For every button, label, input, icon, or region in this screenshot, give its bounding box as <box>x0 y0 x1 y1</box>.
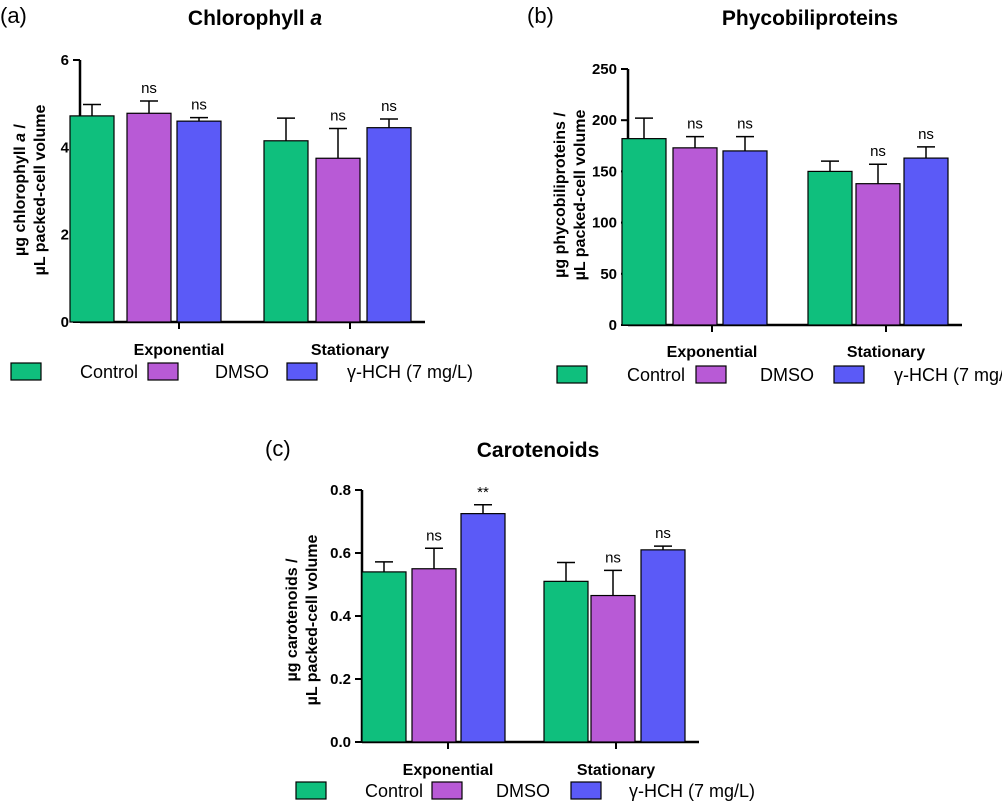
significance-label: ns <box>918 126 934 143</box>
y-tick-label: 250 <box>592 61 617 78</box>
y-tick-label: 0.6 <box>330 545 351 562</box>
x-category-label: Stationary <box>311 342 389 359</box>
y-axis-label-part: a <box>12 133 29 142</box>
bar <box>366 127 412 323</box>
significance-label: ** <box>477 484 489 501</box>
legend-label: DMSO <box>760 365 814 385</box>
significance-label: ns <box>655 525 671 542</box>
chart-title-part: Carotenoids <box>477 439 600 462</box>
chart-title-part: Chlorophyll <box>188 7 311 30</box>
bar <box>69 115 115 323</box>
y-axis-label-part: µL packed-cell volume <box>304 535 321 706</box>
y-tick-label: 0.4 <box>330 608 352 625</box>
legend-label: Control <box>627 365 685 385</box>
legend-label: Control <box>80 362 138 382</box>
significance-label: ns <box>737 116 753 133</box>
y-tick-label: 150 <box>592 163 617 180</box>
legend-label: γ-HCH (7 mg/L) <box>347 362 473 382</box>
bar <box>807 170 853 326</box>
significance-label: ns <box>870 143 886 160</box>
bar <box>855 183 901 326</box>
legend-swatch <box>295 781 327 800</box>
chart-title-part: Phycobiliproteins <box>722 7 898 30</box>
x-category-label: Exponential <box>403 762 494 779</box>
chart-title: Phycobiliproteins <box>722 7 898 30</box>
legend-label: DMSO <box>215 362 269 382</box>
bar <box>903 157 949 326</box>
legend-label: DMSO <box>496 781 550 801</box>
significance-label: ns <box>426 527 442 544</box>
y-axis-label-part: µg carotenoids / <box>284 558 301 682</box>
x-category-label: Stationary <box>847 344 925 361</box>
bar <box>126 112 172 323</box>
legend-swatch <box>286 362 318 381</box>
legend-label: γ-HCH (7 mg/L) <box>894 365 1002 385</box>
bar <box>176 120 222 323</box>
bar <box>722 150 768 326</box>
significance-label: ns <box>687 116 703 133</box>
bar <box>361 571 407 743</box>
legend-swatch <box>570 781 602 800</box>
y-tick-label: 200 <box>592 112 617 129</box>
legend: Control DMSO γ-HCH (7 mg/L) <box>295 781 755 801</box>
y-tick-label: 2 <box>61 227 69 244</box>
y-axis-label-part: µL packed-cell volume <box>32 105 49 276</box>
significance-label: ns <box>381 98 397 115</box>
y-tick-label: 4 <box>61 139 70 156</box>
y-tick-label: 0 <box>609 317 617 334</box>
significance-label: ns <box>605 549 621 566</box>
chart-title: Carotenoids <box>477 439 600 462</box>
y-axis-label: µg phycobiliproteins / µL packed-cell vol… <box>552 110 589 281</box>
x-category-label: Exponential <box>134 342 225 359</box>
panel-label: (b) <box>527 3 554 28</box>
legend: Control DMSO γ-HCH (7 mg/L) <box>556 365 1002 385</box>
bar <box>315 157 361 323</box>
y-axis-label-part: µg phycobiliproteins / <box>552 112 569 278</box>
legend-swatch <box>833 365 865 384</box>
legend: Control DMSO γ-HCH (7 mg/L) <box>10 362 473 382</box>
bar <box>411 568 457 743</box>
chart-panel-3: (c) Carotenoids µg carotenoids / µL packed-… <box>265 436 755 801</box>
legend-swatch <box>431 781 463 800</box>
legend-swatch <box>556 365 588 384</box>
bar <box>640 549 686 743</box>
y-tick-label: 0.8 <box>330 482 351 499</box>
y-axis-label: µg carotenoids / µL packed-cell volume <box>284 535 321 706</box>
y-tick-label: 6 <box>61 52 69 69</box>
y-tick-label: 100 <box>592 215 617 232</box>
significance-label: ns <box>330 108 346 125</box>
bar <box>590 594 636 743</box>
y-axis-label-part: µg chlorophyll <box>12 142 29 256</box>
bar <box>672 147 718 326</box>
legend-swatch <box>10 362 42 381</box>
significance-label: ns <box>141 80 157 97</box>
y-axis-label: µg chlorophyll a / µL packed-cell volume <box>12 105 49 276</box>
chart-title: Chlorophyll a <box>188 7 323 30</box>
y-axis-label-part: / <box>12 123 29 132</box>
bar <box>263 140 309 323</box>
y-tick-label: 50 <box>600 266 617 283</box>
chart-panel-2: (b) Phycobiliproteins µg phycobiliproteins… <box>527 3 1002 385</box>
bar <box>621 138 667 326</box>
y-tick-label: 0 <box>61 314 69 331</box>
x-category-label: Stationary <box>577 762 655 779</box>
y-tick-label: 0.2 <box>330 671 351 688</box>
x-category-label: Exponential <box>667 344 758 361</box>
y-axis-label-part: µL packed-cell volume <box>572 110 589 281</box>
bar <box>543 580 589 743</box>
legend-swatch <box>695 365 727 384</box>
legend-label: Control <box>365 781 423 801</box>
chart-panel-1: (a) Chlorophyll aµg chlorophyll a / µL pac… <box>0 3 473 382</box>
panel-label: (c) <box>265 436 291 461</box>
legend-label: γ-HCH (7 mg/L) <box>629 781 755 801</box>
chart-title-part: a <box>310 7 322 30</box>
panel-label: (a) <box>0 3 27 28</box>
significance-label: ns <box>191 97 207 114</box>
bar <box>460 513 506 743</box>
y-tick-label: 0.0 <box>330 734 351 751</box>
legend-swatch <box>147 362 179 381</box>
